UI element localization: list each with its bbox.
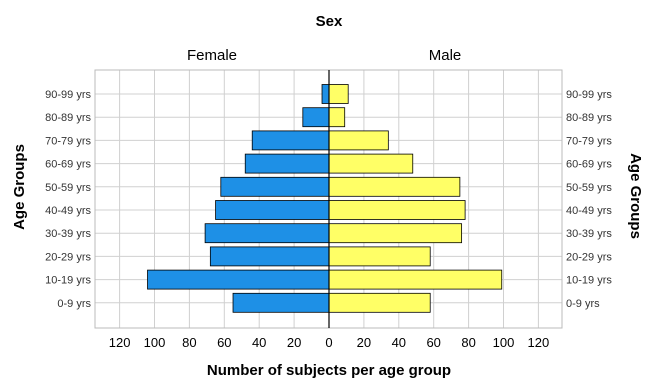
x-tick-label: 120 <box>109 335 131 350</box>
bar-female <box>302 107 330 128</box>
y-tick-label: 50-59 yrs <box>566 182 612 194</box>
bar-male <box>328 292 431 313</box>
bar-female <box>251 130 330 151</box>
bar-male <box>328 246 431 267</box>
x-tick-label: 100 <box>493 335 515 350</box>
y-tick-label: 20-29 yrs <box>45 251 91 263</box>
x-tick-labels: 120 100 80 60 40 20 0 20 40 60 80 100 120 <box>109 335 550 350</box>
y-tick-label: 10-19 yrs <box>566 275 612 287</box>
bar-female <box>147 269 330 290</box>
y-tick-label: 70-79 yrs <box>45 135 91 147</box>
y-axis-title-left: Age Groups <box>11 144 28 230</box>
y-tick-label: 30-39 yrs <box>45 228 91 240</box>
y-tick-label: 10-19 yrs <box>45 275 91 287</box>
y-tick-label: 0-9 yrs <box>566 298 600 310</box>
bar-male <box>328 269 503 290</box>
y-tick-label: 70-79 yrs <box>566 135 612 147</box>
bar-male <box>328 130 389 151</box>
y-tick-label: 90-99 yrs <box>45 89 91 101</box>
y-tick-label: 60-69 yrs <box>566 159 612 171</box>
y-tick-label: 40-49 yrs <box>45 205 91 217</box>
y-tick-label: 60-69 yrs <box>45 159 91 171</box>
y-tick-label: 80-89 yrs <box>566 112 612 124</box>
y-tick-label: 40-49 yrs <box>566 205 612 217</box>
x-tick-label: 40 <box>252 335 266 350</box>
bar-female <box>220 176 330 197</box>
bar-female <box>215 200 330 220</box>
y-tick-labels-right: 90-99 yrs 80-89 yrs 70-79 yrs 60-69 yrs 50-5… <box>566 89 612 310</box>
x-tick-label: 20 <box>287 335 301 350</box>
y-tick-label: 90-99 yrs <box>566 89 612 101</box>
x-tick-label: 120 <box>528 335 550 350</box>
x-tick-label: 80 <box>182 335 196 350</box>
y-tick-labels-left: 90-99 yrs 80-89 yrs 70-79 yrs 60-69 yrs 50-5… <box>45 89 91 310</box>
bar-male <box>328 107 346 128</box>
bar-male <box>328 200 466 220</box>
bar-male <box>328 84 349 104</box>
x-tick-label: 40 <box>392 335 406 350</box>
x-tick-label: 100 <box>144 335 166 350</box>
x-tick-label: 80 <box>461 335 475 350</box>
x-tick-label: 60 <box>217 335 231 350</box>
y-tick-label: 30-39 yrs <box>566 228 612 240</box>
x-tick-label: 20 <box>357 335 371 350</box>
bars <box>147 70 503 328</box>
series-label-male: Male <box>429 47 462 64</box>
y-tick-label: 20-29 yrs <box>566 251 612 263</box>
x-tick-label: 0 <box>325 335 332 350</box>
x-tick-label: 60 <box>426 335 440 350</box>
bar-female <box>321 84 330 104</box>
bar-female <box>232 292 330 313</box>
bar-female <box>204 223 330 244</box>
bar-female <box>209 246 330 267</box>
bar-male <box>328 223 463 244</box>
bar-female <box>244 153 330 174</box>
y-tick-label: 80-89 yrs <box>45 112 91 124</box>
bar-male <box>328 153 414 174</box>
y-tick-label: 50-59 yrs <box>45 182 91 194</box>
y-axis-title-right: Age Groups <box>627 153 644 239</box>
bar-male <box>328 176 461 197</box>
x-axis-title: Number of subjects per age group <box>207 362 451 379</box>
series-label-female: Female <box>187 47 237 64</box>
chart-title: Sex <box>316 13 343 30</box>
y-tick-label: 0-9 yrs <box>57 298 91 310</box>
